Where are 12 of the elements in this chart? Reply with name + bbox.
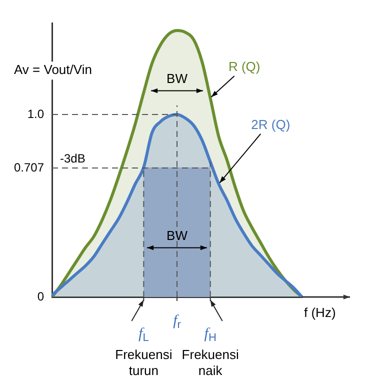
annotation: BW bbox=[166, 70, 188, 86]
y-tick-label: 1.0 bbox=[27, 106, 44, 121]
y-axis-title: Av = Vout/Vin bbox=[14, 62, 92, 78]
text: Frekuensi turun bbox=[115, 347, 172, 378]
text: 2R (Q) bbox=[251, 116, 290, 132]
x-axis-title: f (Hz) bbox=[304, 305, 336, 320]
series-label: R (Q) bbox=[228, 59, 260, 74]
ref-line-label: -3dB bbox=[60, 151, 86, 166]
annotation: BW bbox=[166, 228, 188, 243]
text: Frekuensi naik bbox=[182, 347, 239, 378]
y-tick-label: 0 bbox=[37, 289, 44, 304]
y-tick-label: 0.707 bbox=[14, 160, 44, 174]
